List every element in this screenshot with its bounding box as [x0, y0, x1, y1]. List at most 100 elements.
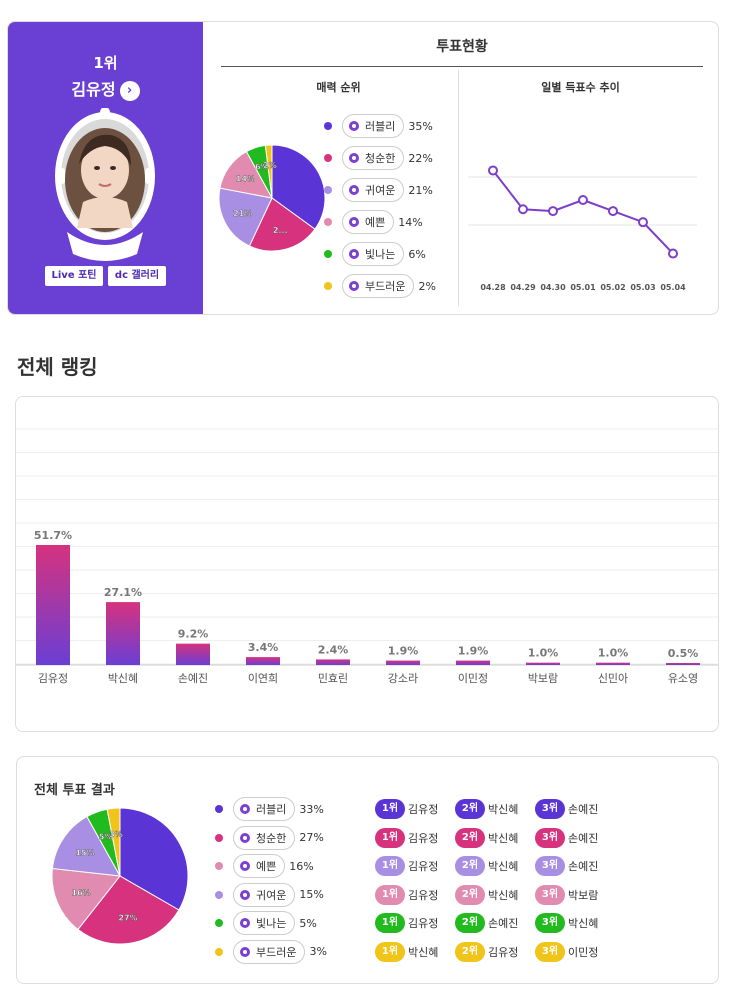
- pie-slice[interactable]: [119, 807, 189, 911]
- live-portal-button[interactable]: Live 포틴: [45, 266, 103, 286]
- daily-line-chart: 04.28 04.29 04.30 05.01 05.02 05.03 05.04: [468, 165, 697, 292]
- legend-item[interactable]: 러블리 33%: [215, 797, 324, 821]
- trait-rank-row: 1위 박신혜 2위 김유정 3위 이민정: [375, 941, 615, 962]
- bar-value-label: 1.0%: [528, 647, 559, 660]
- legend-label: 빛나는: [256, 917, 287, 930]
- ranking-heading: 전체 랭킹: [17, 355, 98, 379]
- legend-pill[interactable]: 예쁜: [233, 854, 286, 878]
- pie-slice[interactable]: [77, 875, 180, 945]
- pie-slice[interactable]: [264, 144, 273, 199]
- vote-status-card: 1위 김유정 › Live 포틴 dc 갤러리 투표현황 매력 순위 일별: [7, 21, 719, 315]
- x-tick-label[interactable]: 김유정: [38, 672, 68, 685]
- rank-name[interactable]: 박신혜: [568, 917, 599, 930]
- legend-item[interactable]: 청순한 22%: [324, 146, 433, 170]
- legend-percent: 6%: [408, 247, 426, 261]
- rank-name[interactable]: 김유정: [408, 860, 439, 873]
- rank-name[interactable]: 박보람: [568, 888, 599, 902]
- legend-item[interactable]: 빛나는 6%: [324, 242, 426, 266]
- rank-name[interactable]: 박신혜: [488, 860, 519, 873]
- legend-pill[interactable]: 청순한: [233, 825, 296, 850]
- legend-item[interactable]: 예쁜 14%: [324, 210, 423, 234]
- legend-item[interactable]: 빛나는 5%: [215, 911, 317, 935]
- x-tick-label[interactable]: 신민아: [598, 672, 628, 685]
- legend-percent: 16%: [289, 859, 314, 873]
- rank-name[interactable]: 손예진: [568, 803, 599, 816]
- legend-dot: [324, 282, 332, 290]
- trend-point[interactable]: [518, 204, 528, 215]
- rank-name[interactable]: 손예진: [488, 917, 519, 930]
- rank-badge: 1위: [375, 884, 405, 905]
- legend-label: 예쁜: [256, 860, 277, 873]
- ranking-bar[interactable]: [526, 662, 560, 665]
- ranking-bar[interactable]: [246, 657, 280, 665]
- trend-point[interactable]: [548, 206, 558, 217]
- daily-trend-title: 일별 득표수 추이: [541, 81, 620, 94]
- x-tick-label[interactable]: 유소영: [668, 672, 698, 685]
- rank-name[interactable]: 김유정: [408, 803, 439, 816]
- x-tick-label[interactable]: 민효린: [318, 672, 348, 685]
- ranking-bar[interactable]: [176, 643, 210, 665]
- legend-pill[interactable]: 빛나는: [233, 911, 296, 935]
- circle-icon: [240, 861, 250, 871]
- pie-slice-label: 15%: [75, 849, 94, 858]
- ranking-bar[interactable]: [106, 602, 140, 665]
- rank-name[interactable]: 이민정: [568, 945, 599, 959]
- x-tick-label: 05.02: [600, 283, 625, 292]
- trend-point[interactable]: [638, 217, 648, 228]
- legend-item[interactable]: 러블리 35%: [324, 114, 433, 138]
- legend-pill[interactable]: 러블리: [233, 797, 296, 821]
- legend-item[interactable]: 귀여운 21%: [324, 178, 433, 202]
- rank-name[interactable]: 박신혜: [488, 888, 519, 902]
- legend-pill[interactable]: 러블리: [342, 114, 405, 138]
- bar-value-label: 51.7%: [34, 529, 72, 542]
- rank-badge: 3위: [535, 884, 565, 905]
- trend-point[interactable]: [578, 195, 588, 205]
- legend-item[interactable]: 예쁜 16%: [215, 854, 314, 878]
- legend-item[interactable]: 청순한 27%: [215, 825, 324, 850]
- dc-gallery-button[interactable]: dc 갤러리: [108, 266, 166, 286]
- legend-pill[interactable]: 빛나는: [342, 242, 405, 266]
- x-tick-label[interactable]: 손예진: [178, 672, 208, 685]
- winner-name-link[interactable]: 김유정 ›: [8, 76, 203, 101]
- rank-name[interactable]: 박신혜: [408, 945, 439, 959]
- rank-name[interactable]: 김유정: [408, 831, 439, 845]
- ranking-bar[interactable]: [316, 659, 350, 665]
- rank-name[interactable]: 손예진: [568, 860, 599, 873]
- ranking-bar[interactable]: [36, 545, 70, 665]
- pie-slice[interactable]: [51, 815, 121, 877]
- legend-pill[interactable]: 부드러운: [342, 274, 415, 298]
- chevron-right-icon[interactable]: ›: [119, 80, 140, 101]
- ranking-bar[interactable]: [596, 662, 630, 665]
- pie-slice[interactable]: [51, 867, 121, 931]
- pie-slice[interactable]: [218, 187, 273, 247]
- rank-name[interactable]: 손예진: [568, 831, 599, 845]
- legend-item[interactable]: 귀여운 15%: [215, 882, 324, 907]
- legend-pill[interactable]: 부드러운: [233, 939, 306, 964]
- legend-item[interactable]: 부드러운 2%: [324, 274, 436, 298]
- ranking-bar[interactable]: [386, 660, 420, 665]
- pie-slice[interactable]: [271, 144, 326, 230]
- x-tick-label[interactable]: 박보람: [528, 672, 558, 685]
- ranking-bar[interactable]: [456, 660, 490, 665]
- x-tick-label[interactable]: 강소라: [388, 672, 418, 685]
- pie-slice[interactable]: [106, 807, 121, 877]
- ranking-bar[interactable]: [666, 663, 700, 665]
- legend-pill[interactable]: 귀여운: [342, 178, 405, 202]
- legend-pill[interactable]: 청순한: [342, 146, 405, 170]
- trend-point[interactable]: [488, 165, 498, 176]
- rank-name[interactable]: 박신혜: [488, 803, 519, 816]
- legend-pill[interactable]: 귀여운: [233, 882, 296, 907]
- pie-slice-label: 16%: [72, 888, 91, 897]
- rank-name[interactable]: 김유정: [488, 945, 519, 959]
- x-tick-label[interactable]: 이연희: [248, 672, 278, 685]
- legend-dot: [324, 186, 332, 194]
- rank-name[interactable]: 김유정: [408, 888, 439, 902]
- x-tick-label[interactable]: 이민정: [458, 672, 488, 685]
- rank-name[interactable]: 박신혜: [488, 831, 519, 845]
- rank-name[interactable]: 김유정: [408, 917, 439, 930]
- x-tick-label[interactable]: 박신혜: [108, 672, 138, 685]
- legend-item[interactable]: 부드러운 3%: [215, 939, 327, 964]
- trend-point[interactable]: [668, 248, 678, 259]
- trend-point[interactable]: [608, 206, 618, 217]
- legend-pill[interactable]: 예쁜: [342, 210, 395, 234]
